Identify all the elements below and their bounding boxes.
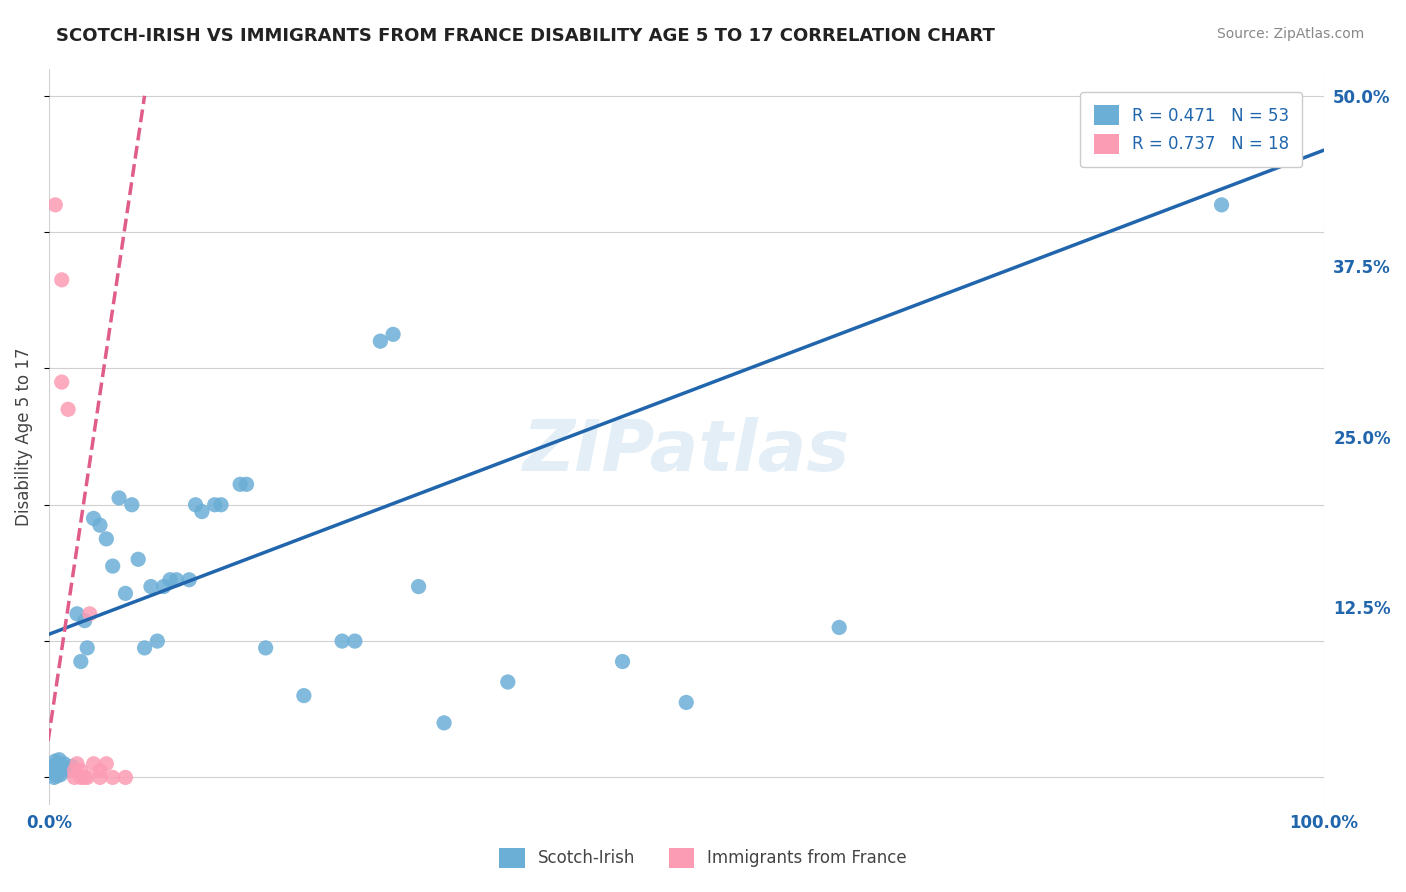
Point (73, 771, 96, 785)
Point (209, 498, 232, 512)
Point (675, 695, 697, 709)
Point (89, 764, 111, 778)
Point (134, 640, 156, 655)
Point (229, 477, 252, 491)
Text: SCOTCH-IRISH VS IMMIGRANTS FROM FRANCE DISABILITY AGE 5 TO 17 CORRELATION CHART: SCOTCH-IRISH VS IMMIGRANTS FROM FRANCE D… (56, 27, 995, 45)
Point (101, 559, 124, 574)
Point (60, 759, 83, 773)
Point (44, 764, 66, 778)
Point (49, 767, 72, 781)
Point (51, 375, 73, 389)
Point (53, 756, 76, 771)
Point (69, 764, 91, 778)
Point (56, 402, 79, 417)
Point (370, 334, 392, 348)
Point (330, 634, 353, 648)
Point (83, 511, 105, 525)
Point (496, 675, 519, 690)
Point (121, 498, 143, 512)
Point (828, 620, 851, 634)
Point (235, 477, 257, 491)
Point (66, 756, 89, 771)
Point (69, 771, 91, 785)
Point (114, 586, 136, 600)
Point (433, 715, 456, 730)
Point (76, 771, 98, 785)
Point (83, 756, 105, 771)
Point (292, 689, 315, 703)
Point (56, 764, 79, 778)
Point (42, 761, 65, 775)
Text: ZIPatlas: ZIPatlas (523, 417, 851, 486)
Point (101, 771, 124, 785)
Point (51, 273, 73, 287)
Point (165, 573, 187, 587)
Point (42, 759, 65, 773)
Point (45, 766, 67, 780)
Point (114, 771, 136, 785)
Point (1211, 198, 1233, 212)
Point (127, 552, 149, 566)
Point (152, 580, 174, 594)
Y-axis label: Disability Age 5 to 17: Disability Age 5 to 17 (15, 347, 32, 526)
Point (46, 764, 69, 778)
Point (343, 634, 366, 648)
Point (96, 756, 118, 771)
Point (179, 573, 201, 587)
Point (612, 655, 634, 669)
Point (204, 498, 226, 512)
Point (108, 491, 131, 505)
Point (408, 580, 430, 594)
Point (66, 607, 89, 621)
Point (48, 756, 70, 771)
Point (191, 505, 214, 519)
Text: Source: ZipAtlas.com: Source: ZipAtlas.com (1216, 27, 1364, 41)
Point (139, 580, 162, 594)
Point (96, 532, 118, 546)
Point (73, 614, 96, 628)
Point (48, 753, 70, 767)
Point (51, 762, 73, 776)
Point (44, 754, 66, 768)
Legend: R = 0.471   N = 53, R = 0.737   N = 18: R = 0.471 N = 53, R = 0.737 N = 18 (1080, 92, 1302, 167)
Point (69, 655, 91, 669)
Point (159, 573, 181, 587)
Point (63, 771, 86, 785)
Point (42, 771, 65, 785)
Point (89, 518, 111, 533)
Point (184, 498, 207, 512)
Point (254, 640, 277, 655)
Legend: Scotch-Irish, Immigrants from France: Scotch-Irish, Immigrants from France (494, 841, 912, 875)
Point (76, 640, 98, 655)
Point (382, 327, 405, 342)
Point (45, 769, 67, 783)
Point (44, 198, 66, 212)
Point (89, 771, 111, 785)
Point (63, 764, 86, 778)
Point (79, 607, 101, 621)
Point (146, 634, 169, 648)
